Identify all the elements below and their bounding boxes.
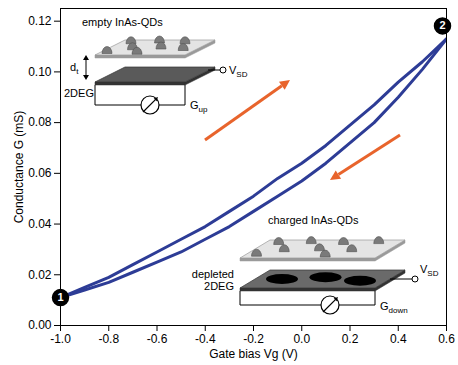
svg-text:-1.0: -1.0	[50, 332, 71, 346]
svg-text:1: 1	[57, 291, 63, 303]
svg-text:0.10: 0.10	[28, 65, 52, 79]
svg-text:0.4: 0.4	[390, 332, 407, 346]
svg-text:empty InAs-QDs: empty InAs-QDs	[82, 16, 163, 28]
svg-text:charged InAs-QDs: charged InAs-QDs	[268, 214, 359, 226]
svg-text:2: 2	[439, 19, 445, 31]
svg-text:-0.2: -0.2	[243, 332, 264, 346]
svg-text:Conductance G (mS): Conductance G (mS)	[12, 111, 26, 224]
svg-text:dt: dt	[70, 61, 79, 76]
svg-text:-0.4: -0.4	[195, 332, 216, 346]
svg-text:0.2: 0.2	[342, 332, 359, 346]
svg-text:depleted: depleted	[192, 268, 234, 280]
svg-text:Gate bias Vg (V): Gate bias Vg (V)	[209, 347, 298, 361]
svg-text:0.08: 0.08	[28, 115, 52, 129]
svg-text:VSD: VSD	[420, 263, 439, 278]
svg-text:-0.6: -0.6	[147, 332, 168, 346]
svg-text:0.12: 0.12	[28, 14, 52, 28]
svg-text:0.00: 0.00	[28, 318, 52, 332]
svg-text:0.0: 0.0	[293, 332, 310, 346]
svg-text:VSD: VSD	[229, 64, 248, 79]
svg-text:2DEG: 2DEG	[64, 87, 94, 99]
svg-text:2DEG: 2DEG	[204, 280, 234, 292]
svg-text:0.06: 0.06	[28, 166, 52, 180]
svg-text:Gup: Gup	[190, 99, 208, 114]
svg-text:0.04: 0.04	[28, 217, 52, 231]
svg-text:0.6: 0.6	[438, 332, 455, 346]
svg-text:Gdown: Gdown	[380, 300, 408, 315]
svg-text:0.02: 0.02	[28, 268, 52, 282]
svg-text:-0.8: -0.8	[98, 332, 119, 346]
